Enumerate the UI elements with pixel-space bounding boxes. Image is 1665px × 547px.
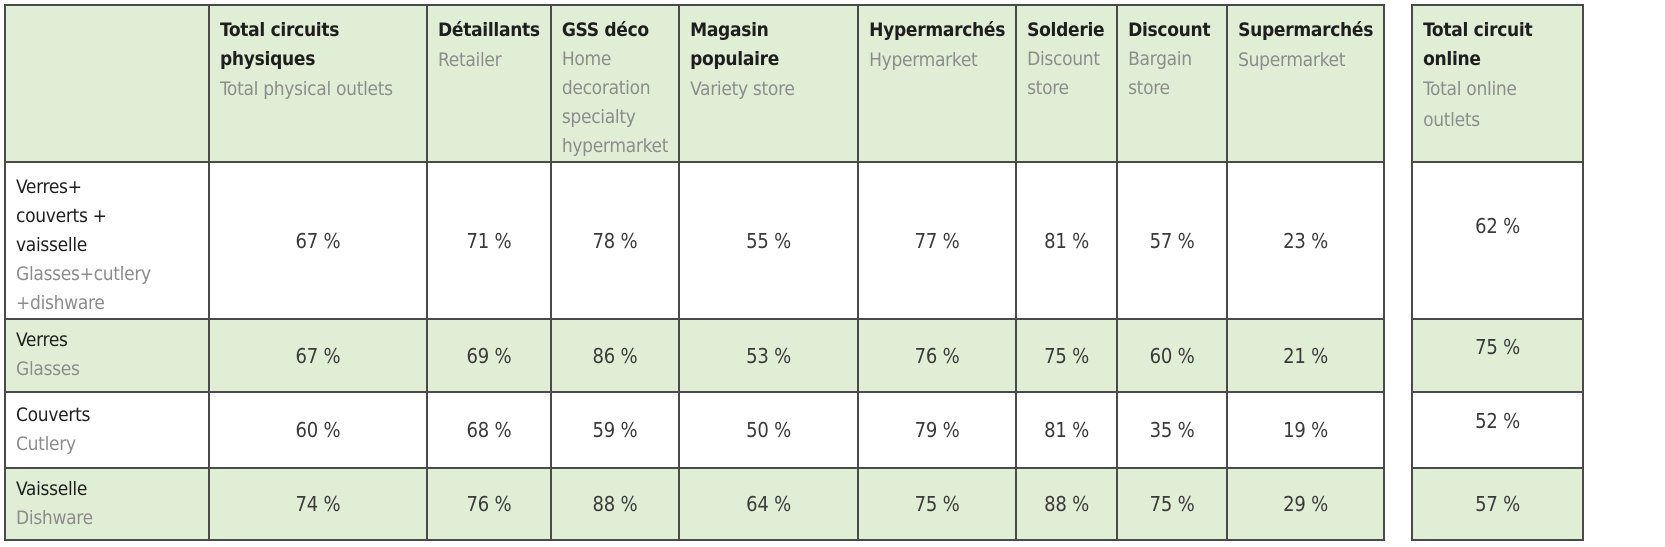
value-cell: 23 % [1226,161,1386,320]
header-cell: Discount Bargain store [1116,4,1229,163]
header-cell: Détaillants Retailer [426,4,552,163]
value-cell: 88 % [549,467,681,541]
header-cell: Solderie Discount store [1015,4,1119,163]
value-cell: 71 % [426,161,552,320]
row-label: Couverts Cutlery [4,391,210,469]
value-cell: 86 % [549,318,681,393]
online-value-cell: 75 % [1411,318,1585,393]
value-cell: 67 % [208,318,428,393]
value-cell: 76 % [857,318,1018,393]
header-cell: Supermarchés Supermarket [1226,4,1386,163]
value-cell: 74 % [208,467,428,541]
value-cell: 29 % [1226,467,1386,541]
value-cell: 64 % [678,467,860,541]
value-cell: 50 % [678,391,860,469]
value-cell: 55 % [678,161,860,320]
online-value-cell: 52 % [1411,391,1585,469]
value-cell: 68 % [426,391,552,469]
value-cell: 78 % [549,161,681,320]
value-cell: 19 % [1226,391,1386,469]
column-gap [1384,468,1413,540]
value-cell: 79 % [857,391,1018,469]
table-row: Vaisselle Dishware 74 % 76 % 88 % 64 % 75… [4,467,1585,541]
value-cell: 81 % [1015,391,1119,469]
value-cell: 53 % [678,318,860,393]
header-row: Total circuits physiques Total physical o… [4,4,1585,163]
online-value-cell: 62 % [1411,161,1585,320]
row-label: Vaisselle Dishware [4,467,210,541]
table-row: Couverts Cutlery 60 % 68 % 59 % 50 % 79 %… [4,391,1585,469]
value-cell: 77 % [857,161,1018,320]
value-cell: 21 % [1226,318,1386,393]
header-cell: Hypermarchés Hypermarket [857,4,1018,163]
column-gap [1384,392,1413,468]
value-cell: 67 % [208,161,428,320]
column-gap [1384,162,1413,319]
column-gap [1384,5,1413,162]
table-row: Verres Glasses 67 % 69 % 86 % 53 % 76 % 7… [4,318,1585,393]
sales-share-table: Total circuits physiques Total physical o… [4,4,1585,541]
value-cell: 75 % [1015,318,1119,393]
data-table-wrapper: Total circuits physiques Total physical o… [4,4,1585,541]
header-cell: Total circuits physiques Total physical o… [208,4,428,163]
value-cell: 75 % [857,467,1018,541]
header-cell: Magasin populaire Variety store [678,4,860,163]
header-cell-online: Total circuit online Total online outlets [1411,4,1585,163]
value-cell: 35 % [1116,391,1229,469]
online-value-cell: 57 % [1411,467,1585,541]
value-cell: 69 % [426,318,552,393]
value-cell: 88 % [1015,467,1119,541]
row-label: Verres Glasses [4,318,210,393]
value-cell: 75 % [1116,467,1229,541]
value-cell: 60 % [1116,318,1229,393]
row-label: Verres+ couverts + vaisselle Glasses+cutl… [4,161,210,320]
value-cell: 60 % [208,391,428,469]
value-cell: 81 % [1015,161,1119,320]
value-cell: 76 % [426,467,552,541]
value-cell: 59 % [549,391,681,469]
value-cell: 57 % [1116,161,1229,320]
header-cell: GSS déco Home decoration specialty hyperm… [549,4,681,163]
table-row: Verres+ couverts + vaisselle Glasses+cutl… [4,161,1585,320]
header-corner-cell [4,4,210,163]
column-gap [1384,319,1413,392]
